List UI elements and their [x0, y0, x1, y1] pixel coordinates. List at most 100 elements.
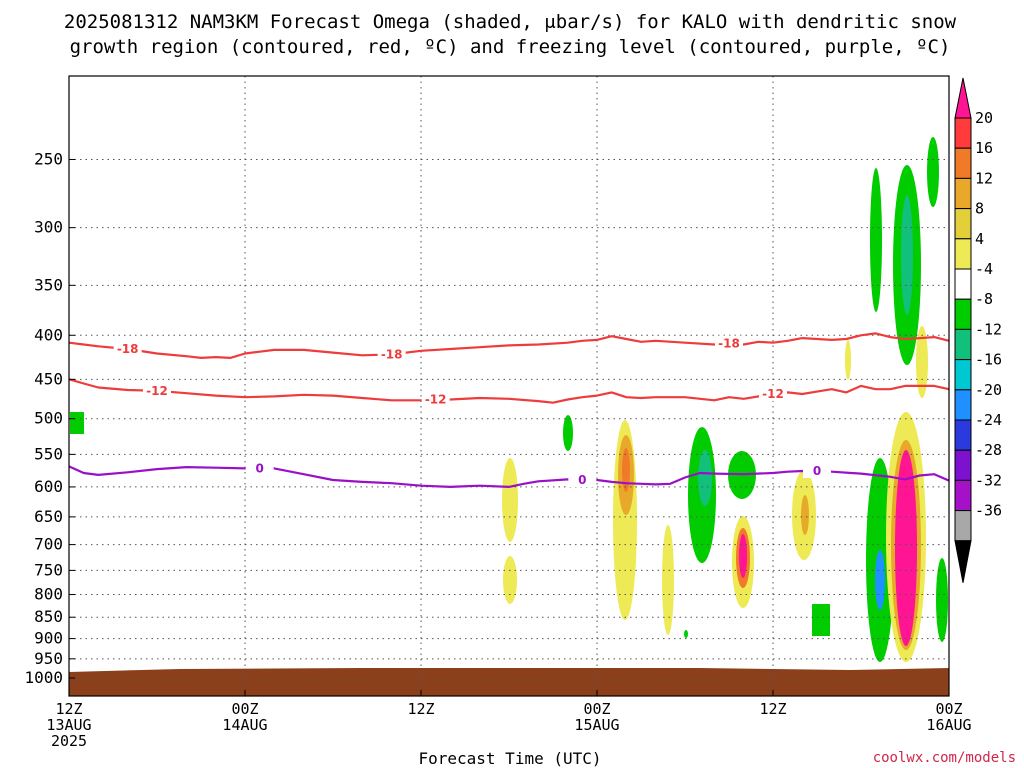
colorbar-label: 12	[975, 169, 993, 187]
colorbar-segment	[954, 208, 972, 240]
omega-patch	[812, 604, 830, 636]
omega-patch	[901, 195, 913, 315]
y-tick-label: 850	[34, 607, 63, 626]
colorbar-segment	[954, 177, 972, 210]
omega-patch	[916, 326, 928, 398]
contour-label: -12	[762, 387, 784, 401]
y-tick-label: 750	[34, 560, 63, 579]
omega-patch	[502, 458, 518, 542]
y-tick-label: 550	[34, 444, 63, 463]
y-tick-label: 800	[34, 585, 63, 604]
y-tick-label: 250	[34, 149, 63, 168]
colorbar-segment	[954, 359, 972, 391]
colorbar-segment	[954, 449, 972, 481]
contour-label: 0	[578, 473, 586, 487]
y-tick-label: 700	[34, 535, 63, 554]
colorbar-segment	[954, 147, 972, 179]
x-tick-label: 14AUG	[222, 716, 267, 734]
colorbar-segment	[954, 479, 972, 512]
contour-label-bg	[568, 472, 597, 488]
colorbar-segment	[954, 238, 972, 270]
omega-patch	[698, 450, 712, 506]
y-tick-label: 350	[34, 275, 63, 294]
contour-label-bg	[759, 385, 787, 401]
omega-patch	[895, 450, 917, 646]
y-tick-label: 500	[34, 409, 63, 428]
contour-line	[68, 332, 950, 359]
colorbar-label: -28	[975, 441, 1002, 459]
y-tick-label: 300	[34, 218, 63, 237]
contour-label: -12	[146, 384, 168, 398]
ground-terrain	[69, 668, 949, 696]
contour-label: -18	[117, 342, 139, 356]
chart-title-line-1: 2025081312 NAM3KM Forecast Omega (shaded…	[64, 11, 957, 33]
colorbar-label: -20	[975, 381, 1002, 399]
x-tick-label: 12Z	[55, 700, 82, 718]
colorbar-segment	[954, 328, 972, 361]
omega-patch	[622, 448, 630, 492]
x-tick-label: 16AUG	[926, 716, 971, 734]
y-tick-label: 900	[34, 629, 63, 648]
omega-patch	[801, 495, 809, 535]
contour-label-bg	[245, 460, 274, 476]
omega-patch	[503, 556, 517, 604]
contour-label-bg	[715, 335, 743, 351]
y-tick-label: 650	[34, 507, 63, 526]
x-tick-label: 00Z	[935, 700, 962, 718]
omega-patch	[563, 415, 573, 451]
colorbar-segment	[954, 298, 972, 330]
colorbar-arrow-bottom	[954, 540, 972, 583]
colorbar-segment	[954, 419, 972, 451]
y-tick-label: 950	[34, 649, 63, 668]
colorbar-segment	[954, 510, 972, 542]
y-tick-label: 400	[34, 325, 63, 344]
contour-label-bg	[421, 391, 450, 407]
x-tick-label: 00Z	[231, 700, 258, 718]
colorbar-label: 16	[975, 139, 993, 157]
colorbar-label: -12	[975, 320, 1002, 338]
colorbar-arrow-top	[954, 77, 972, 119]
omega-patch	[875, 550, 885, 610]
colorbar-label: 4	[975, 230, 984, 248]
x-tick-label: 13AUG	[46, 716, 91, 734]
colorbar-label: -32	[975, 471, 1002, 489]
colorbar-label: -8	[975, 290, 993, 308]
omega-patch	[739, 534, 747, 578]
y-tick-label: 450	[34, 369, 63, 388]
colorbar-label: 20	[975, 109, 993, 127]
x-tick-label: 15AUG	[574, 716, 619, 734]
contour-label-bg	[803, 463, 831, 479]
x-tick-label: 12Z	[759, 700, 786, 718]
x-axis-label: Forecast Time (UTC)	[418, 749, 601, 768]
contour-label: -18	[381, 347, 403, 361]
colorbar-label: -24	[975, 411, 1002, 429]
omega-patch	[684, 630, 688, 638]
contour-label: 0	[255, 461, 263, 475]
colorbar-segment	[954, 117, 972, 149]
contour-label: -12	[425, 393, 447, 407]
contour-label-bg	[143, 382, 171, 398]
contour-label: 0	[813, 464, 821, 478]
chart-title-line-2: growth region (contoured, red, ºC) and f…	[70, 36, 951, 58]
x-tick-label: 2025	[51, 732, 87, 750]
y-axis-ticks: 250 300 350 400 450 500 550 600 650 700 750 800 850 9…	[24, 149, 75, 687]
colorbar-label: -4	[975, 260, 993, 278]
omega-patch	[662, 525, 674, 635]
colorbar-segment	[954, 268, 972, 300]
x-tick-label: 00Z	[583, 700, 610, 718]
y-tick-label: 1000	[24, 668, 63, 687]
x-tick-label: 12Z	[407, 700, 434, 718]
colorbar-label: -16	[975, 351, 1002, 369]
omega-patch	[845, 340, 851, 380]
omega-patch	[870, 168, 882, 312]
colorbar-segment	[954, 389, 972, 421]
colorbar: 20 16 12 8 4 -4 -8 -12 -16 -20 -24 -28 -32 -36	[954, 77, 1002, 583]
contour-label: -18	[718, 337, 740, 351]
colorbar-label: -36	[975, 502, 1002, 520]
contour-label-bg	[113, 341, 142, 357]
contour-line	[68, 378, 950, 404]
plot-frame	[68, 75, 950, 697]
omega-patch	[70, 412, 84, 434]
y-tick-label: 600	[34, 477, 63, 496]
